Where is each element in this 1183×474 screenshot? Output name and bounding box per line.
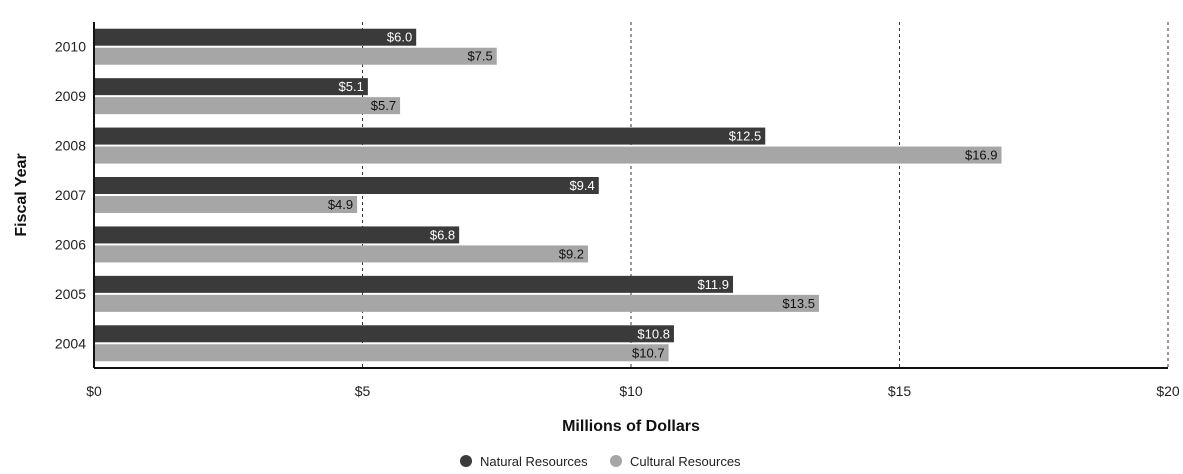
bar-value-label: $13.5: [782, 296, 815, 311]
bar-cultural-resources-2004: [95, 344, 669, 362]
bar-natural-resources-2010: [95, 28, 417, 46]
bar-value-label: $5.1: [339, 79, 364, 94]
bar-natural-resources-2005: [95, 275, 734, 293]
y-tick-label: 2010: [55, 39, 86, 55]
legend-label: Cultural Resources: [630, 454, 741, 469]
bar-value-label: $4.9: [328, 197, 353, 212]
bar-value-label: $11.9: [697, 277, 729, 292]
y-tick-label: 2005: [55, 286, 86, 302]
x-axis-title: Millions of Dollars: [562, 418, 700, 435]
y-tick-labels: 2010 2009 2008 2007 2006 2005 2004: [55, 39, 86, 352]
legend-label: Natural Resources: [480, 454, 588, 469]
bar-value-label: $12.5: [729, 129, 762, 144]
y-tick-label: 2006: [55, 236, 86, 252]
axes: [93, 22, 1168, 369]
legend-marker: [610, 455, 622, 467]
bar-cultural-resources-2006: [95, 245, 589, 263]
x-tick-label: $5: [355, 383, 371, 399]
y-tick-label: 2007: [55, 187, 86, 203]
x-tick-label: $15: [888, 383, 912, 399]
y-tick-label: 2009: [55, 88, 86, 104]
x-tick-label: $20: [1156, 383, 1180, 399]
bar-natural-resources-2006: [95, 226, 460, 244]
y-tick-label: 2008: [55, 138, 86, 154]
y-tick-label: 2004: [55, 335, 86, 351]
bar-value-label: $9.2: [559, 246, 584, 261]
bar-value-label: $16.9: [965, 148, 998, 163]
x-tick-labels: $0 $5 $10 $15 $20: [86, 383, 1180, 399]
bar-cultural-resources-2005: [95, 294, 819, 312]
bar-natural-resources-2008: [95, 127, 766, 145]
y-axis-title: Fiscal Year: [13, 153, 30, 236]
bar-value-label: $6.0: [387, 30, 412, 45]
gridlines: [362, 22, 1169, 368]
bars: $6.0 $7.5 $5.1 $5.7 $12.5 $16.9 $9.4 $4.9 $6.8 $9…: [95, 28, 1002, 362]
bar-cultural-resources-2009: [95, 97, 401, 115]
bar-value-label: $10.8: [637, 326, 670, 341]
bar-cultural-resources-2008: [95, 146, 1002, 164]
x-tick-label: $10: [619, 383, 643, 399]
bar-natural-resources-2009: [95, 78, 368, 96]
legend: Natural Resources Cultural Resources: [460, 454, 741, 469]
bar-value-label: $7.5: [467, 49, 492, 64]
bar-value-label: $6.8: [430, 227, 455, 242]
bar-cultural-resources-2007: [95, 196, 358, 213]
bar-value-label: $10.7: [632, 345, 665, 360]
bar-value-label: $9.4: [569, 178, 594, 193]
bar-natural-resources-2007: [95, 177, 599, 194]
bar-value-label: $5.7: [371, 98, 396, 113]
bar-natural-resources-2004: [95, 325, 674, 343]
x-tick-label: $0: [86, 383, 102, 399]
legend-marker: [460, 455, 472, 467]
bar-cultural-resources-2010: [95, 47, 497, 65]
